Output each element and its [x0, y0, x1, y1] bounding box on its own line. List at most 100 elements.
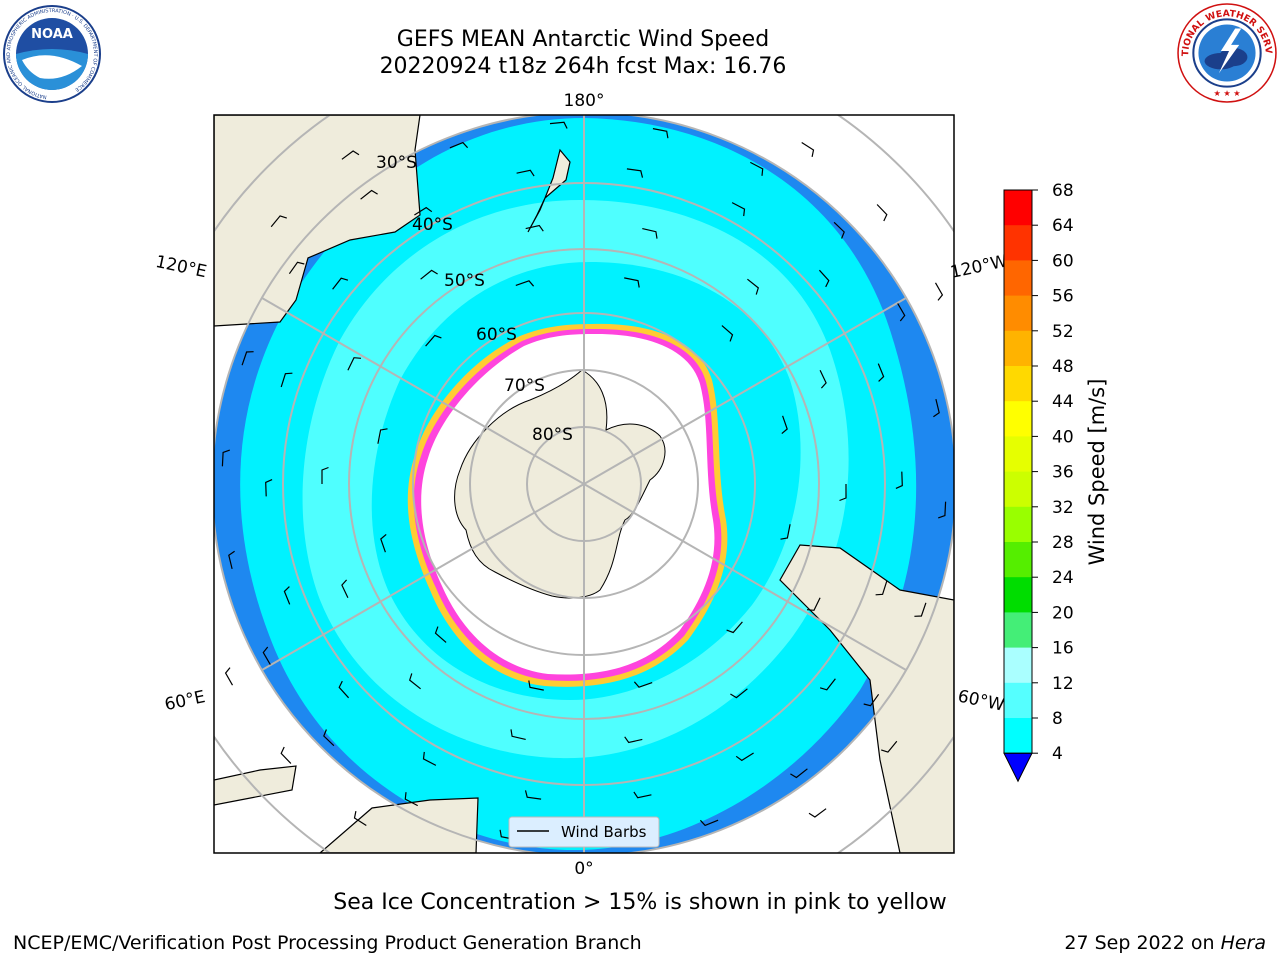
colorbar-swatch	[1004, 471, 1032, 508]
wind-barb	[528, 680, 544, 691]
wind-barb	[515, 280, 535, 287]
wind-barb	[938, 501, 947, 519]
wind-barbs	[221, 121, 947, 847]
wind-barb	[332, 277, 349, 290]
colorbar-swatch	[1004, 577, 1032, 613]
wind-barb	[524, 790, 542, 800]
wind-barb	[228, 550, 235, 570]
colorbar-tick-label: 52	[1052, 322, 1074, 342]
wind-barb	[875, 580, 888, 596]
wind-barb	[321, 466, 329, 484]
wind-barb	[414, 206, 433, 216]
chart-subtitle: 20220924 t18z 264h fcst Max: 16.76	[379, 54, 787, 79]
wind-barb	[818, 269, 830, 288]
credit-left: NCEP/EMC/Verification Post Processing Pr…	[13, 932, 642, 954]
wind-barb	[377, 428, 388, 444]
wind-barb	[283, 586, 291, 605]
wind-barb	[652, 128, 669, 139]
wind-barb	[422, 751, 437, 766]
meridian-label-60w: 60°W	[956, 686, 1006, 715]
wind-barb	[404, 792, 418, 807]
colorbar-label: Wind Speed [m/s]	[1085, 379, 1109, 566]
wind-barb	[510, 729, 526, 740]
wind-barb	[341, 579, 349, 598]
parallel-label-60s: 60°S	[476, 325, 517, 345]
wind-barb	[806, 597, 821, 611]
meridian-label-60e: 60°E	[163, 687, 207, 715]
wind-barb	[699, 819, 719, 827]
wind-barb	[380, 533, 387, 553]
wind-barb	[420, 269, 438, 280]
wind-barb	[877, 363, 885, 382]
colorbar-tick-label: 44	[1052, 392, 1074, 412]
colorbar: 68 64 60 56 52 48 44 40 36 32 28 24 20 16 12 8 4	[1003, 181, 1074, 783]
wind-barb	[934, 282, 944, 301]
wind-barb	[721, 325, 734, 342]
colorbar-tick-label: 24	[1052, 568, 1074, 588]
wind-barb	[801, 141, 815, 158]
wind-barb	[750, 161, 764, 176]
wind-barb	[881, 740, 898, 753]
colorbar-tick-label: 8	[1052, 709, 1063, 729]
wind-barb	[876, 204, 888, 222]
wind-barb	[525, 224, 544, 232]
wind-barb	[338, 680, 350, 699]
wind-barb	[833, 221, 845, 239]
wind-barb	[730, 688, 748, 699]
colorbar-swatch	[1004, 506, 1032, 543]
colorbar-swatch	[1004, 225, 1032, 261]
wind-barb	[449, 141, 469, 149]
wind-barb	[409, 673, 421, 690]
wind-barb	[265, 479, 273, 497]
wind-barb	[341, 150, 360, 160]
wind-barb	[780, 524, 791, 540]
parallel-label-70s: 70°S	[504, 376, 545, 396]
parallel-label-80s: 80°S	[532, 425, 573, 445]
colorbar-swatch	[1004, 718, 1032, 754]
wind-barb	[863, 693, 880, 707]
wind-barb	[731, 202, 746, 217]
colorbar-tick-label: 48	[1052, 357, 1074, 377]
wind-barb	[735, 752, 754, 762]
colorbar-swatch	[1004, 260, 1032, 297]
wind-barb	[241, 351, 254, 366]
wind-barb	[624, 277, 640, 288]
colorbar-tick-label: 28	[1052, 533, 1074, 553]
colorbar-tick-label: 4	[1052, 744, 1063, 764]
colorbar-swatch	[1004, 366, 1032, 402]
parallel-label-40s: 40°S	[412, 215, 453, 235]
colorbar-tick-label: 56	[1052, 287, 1074, 307]
meridian-label-180: 180°	[564, 91, 605, 111]
legend-label: Wind Barbs	[561, 823, 647, 841]
colorbar-swatch	[1004, 682, 1032, 719]
wind-barb	[747, 278, 759, 295]
wind-barb	[933, 398, 940, 418]
wind-barbs-legend: Wind Barbs	[508, 816, 660, 848]
wind-barb	[347, 357, 362, 371]
wind-barb	[221, 449, 230, 467]
wind-barb	[626, 168, 644, 178]
wind-barb	[323, 729, 335, 747]
wind-barb	[624, 736, 643, 744]
nws-logo-icon: NATIONAL WEATHER SERVICE ★ ★ ★	[1176, 2, 1277, 103]
wind-barb	[516, 169, 535, 177]
colorbar-tick-label: 20	[1052, 603, 1074, 623]
parallel-gridlines	[214, 115, 954, 853]
wind-barb	[726, 621, 743, 634]
colorbar-extend-arrow	[1003, 752, 1033, 783]
wind-barb	[790, 768, 808, 779]
noaa-logo-text: NOAA	[31, 27, 73, 42]
colorbar-tick-label: 68	[1052, 181, 1074, 201]
wind-barb	[808, 808, 827, 818]
wind-barb	[819, 678, 836, 691]
wind-barb	[270, 215, 287, 228]
wind-barb	[434, 626, 447, 643]
wind-barb	[819, 370, 827, 389]
colorbar-swatch	[1004, 190, 1032, 226]
wind-barb	[633, 791, 652, 799]
wind-barb	[549, 121, 568, 129]
wind-barb	[224, 667, 234, 686]
colorbar-tick-label: 12	[1052, 674, 1074, 694]
colorbar-swatch	[1004, 401, 1032, 437]
